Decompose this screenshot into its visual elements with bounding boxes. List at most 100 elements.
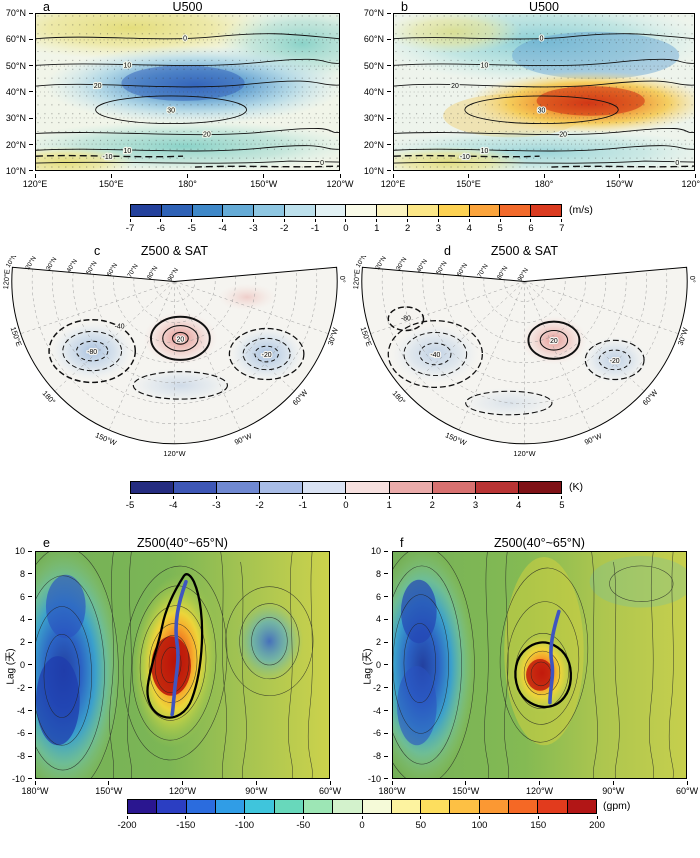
panel-e-xaxis: 180°W 150°W 120°W 90°W 60°W (21, 786, 342, 796)
colorbar-segment (431, 482, 475, 493)
colorbar-segment (474, 482, 518, 493)
svg-text:120°E: 120°E (2, 269, 12, 290)
colorbar-segment (314, 205, 346, 216)
colorbar-segment (566, 800, 596, 813)
svg-text:10°N: 10°N (4, 256, 19, 269)
panel-e-yaxis: 10 8 6 4 2 0 -2 -4 -6 -8 -10 (11, 546, 25, 784)
svg-text:120°E: 120°E (352, 269, 362, 290)
svg-text:80°N: 80°N (495, 264, 510, 281)
svg-text:70°N: 70°N (475, 262, 490, 279)
colorbar-gpm (127, 799, 597, 814)
colorbar-segment (273, 800, 303, 813)
colorbar-segment (244, 800, 274, 813)
panel-b-map: 0 10 20 30 20 10 0 -10 (394, 14, 694, 170)
svg-text:120°W: 120°W (513, 449, 535, 458)
colorbar-segment (131, 482, 174, 493)
graticule (20, 269, 329, 445)
contour-label: -10 (460, 154, 470, 161)
contour-label: 0 (320, 160, 324, 167)
ridge-axis-line (170, 579, 188, 717)
panel-title: U500 (529, 0, 559, 14)
shading (51, 283, 304, 404)
contour-label: 20 (203, 131, 211, 138)
contour-label: -40 (430, 352, 440, 359)
colorbar-ms-ticks: -7 -6 -5 -4 -3 -2 -1 0 1 2 3 4 5 6 7 (125, 223, 565, 234)
colorbar-segment (390, 800, 421, 813)
colorbar-gpm-unit: (gpm) (603, 800, 631, 812)
panel-d-header: d Z500 & SAT (352, 244, 697, 258)
svg-text:150°W: 150°W (94, 430, 118, 447)
contour-lines (36, 552, 314, 778)
colorbar-segment (478, 800, 509, 813)
panel-f-header: f Z500(40°~65°N) (392, 536, 687, 550)
svg-text:90°N: 90°N (166, 266, 181, 283)
contour-label: 30 (538, 108, 546, 115)
svg-text:50°N: 50°N (84, 259, 99, 276)
contour-label: 20 (177, 336, 185, 343)
colorbar-segment (407, 205, 438, 216)
svg-text:90°W: 90°W (583, 431, 603, 447)
colorbar-segment (468, 205, 500, 216)
colorbar-segment (302, 800, 333, 813)
panel-title: Z500 & SAT (140, 244, 209, 258)
contour-label: 0 (183, 36, 187, 43)
contour-label: -20 (610, 358, 620, 365)
panel-d-map: -80 -40 20 -20 10°N 20°N 30°N 40°N 50°N … (352, 256, 697, 458)
svg-text:20°N: 20°N (374, 256, 389, 271)
panel-b-yaxis: 70°N 60°N 50°N 40°N 30°N 20°N 10°N (363, 8, 384, 176)
panel-letter: f (400, 536, 404, 550)
panel-letter: d (444, 244, 451, 258)
svg-text:40°N: 40°N (415, 257, 430, 274)
panel-c-map: -80 -40 20 -20 10°N 20°N 30°N 40°N 50°N … (2, 256, 347, 458)
panel-b-header: b U500 (393, 0, 695, 14)
contour-lines (48, 315, 305, 400)
contour-label: 20 (550, 338, 558, 345)
panel-letter: c (94, 244, 101, 258)
colorbar-segment (185, 800, 215, 813)
latitude-gridlines (394, 39, 694, 145)
contour-label: 30 (167, 108, 175, 115)
contour-label: -80 (87, 349, 97, 356)
svg-text:70°N: 70°N (125, 262, 140, 279)
latitude-gridlines (36, 39, 339, 145)
colorbar-segment (388, 482, 432, 493)
colorbar-segment (530, 205, 561, 216)
colorbar-segment (156, 800, 186, 813)
panel-c-header: c Z500 & SAT (2, 244, 347, 258)
colorbar-segment (302, 482, 346, 493)
svg-text:80°N: 80°N (145, 264, 160, 281)
panel-e-map (36, 552, 329, 778)
shading (36, 552, 304, 778)
colorbar-segment (222, 205, 254, 216)
panel-a-yaxis: 70°N 60°N 50°N 40°N 30°N 20°N 10°N (5, 8, 26, 176)
panel-a-map: 0 10 20 30 20 10 0 -10 (36, 14, 339, 170)
colorbar-k-ticks: -5 -4 -3 -2 -1 0 1 2 3 4 5 (125, 500, 565, 511)
panel-a-plot: 0 10 20 30 20 10 0 -10 (35, 13, 340, 171)
contour-label: 20 (451, 83, 459, 90)
contour-lines (393, 552, 674, 778)
colorbar-segment (253, 205, 284, 216)
panel-f-ylabel: Lag (天) (362, 648, 374, 685)
panel-c-plot: -80 -40 20 -20 10°N 20°N 30°N 40°N 50°N … (2, 256, 347, 464)
contour-label: -20 (262, 352, 272, 359)
colorbar-gpm-ticks: -200 -150 -100 -50 0 50 100 150 200 (117, 820, 605, 831)
svg-text:90°N: 90°N (516, 266, 531, 283)
map-outline (361, 266, 688, 445)
colorbar-segment (517, 482, 561, 493)
svg-text:40°N: 40°N (65, 257, 80, 274)
colorbar-segment (499, 205, 531, 216)
svg-text:60°N: 60°N (105, 261, 120, 278)
svg-text:10°N: 10°N (354, 256, 369, 269)
colorbar-segment (345, 482, 389, 493)
colorbar-segment (345, 205, 377, 216)
colorbar-ms-unit: (m/s) (569, 204, 593, 216)
svg-text:120°W: 120°W (163, 449, 185, 458)
panel-f-yaxis: 10 8 6 4 2 0 -2 -4 -6 -8 -10 (367, 546, 381, 784)
panel-e-header: e Z500(40°~65°N) (35, 536, 330, 550)
panel-b-plot: 0 10 20 30 20 10 0 -10 (393, 13, 695, 171)
svg-text:90°W: 90°W (233, 431, 253, 447)
panel-f-plot (392, 551, 687, 779)
panel-f-xaxis: 180°W 150°W 120°W 90°W 60°W (378, 786, 699, 796)
